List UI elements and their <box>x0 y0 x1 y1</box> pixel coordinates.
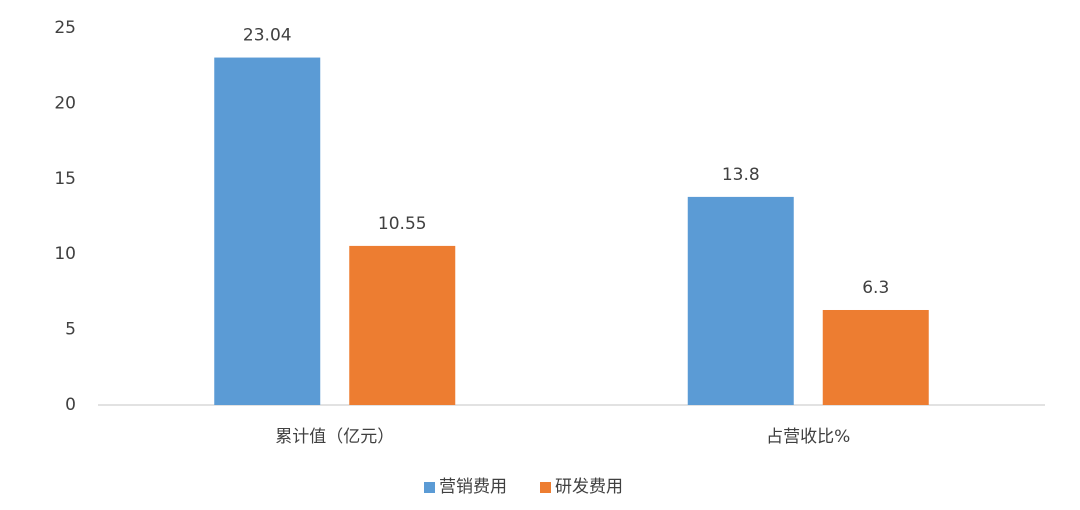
x-tick-label: 占营收比% <box>766 427 850 447</box>
bar <box>687 196 794 405</box>
bar <box>349 245 456 405</box>
legend-label: 营销费用 <box>439 477 507 497</box>
y-tick-label: 5 <box>65 320 76 340</box>
legend-swatch <box>540 482 551 493</box>
data-label: 13.8 <box>722 165 760 185</box>
bar <box>822 309 929 405</box>
legend-swatch <box>424 482 435 493</box>
data-label: 10.55 <box>378 214 427 234</box>
y-tick-label: 15 <box>54 169 76 189</box>
bar <box>214 57 321 406</box>
y-tick-label: 10 <box>54 244 76 264</box>
x-tick-label: 累计值（亿元） <box>275 427 394 447</box>
y-tick-label: 0 <box>65 395 76 415</box>
data-label: 6.3 <box>862 278 889 298</box>
y-tick-label: 20 <box>54 93 76 113</box>
legend-label: 研发费用 <box>555 477 623 497</box>
y-tick-label: 25 <box>54 18 76 38</box>
data-label: 23.04 <box>243 26 292 46</box>
